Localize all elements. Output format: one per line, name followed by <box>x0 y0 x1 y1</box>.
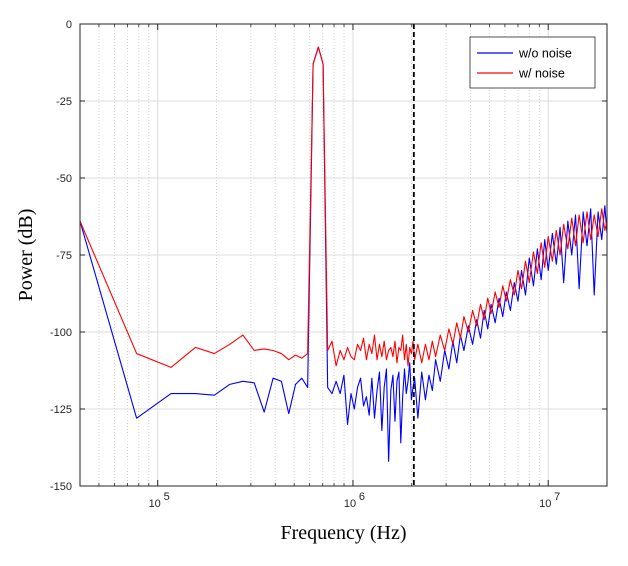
y-axis-label: Power (dB) <box>15 209 37 302</box>
series-line-w-o-noise <box>79 46 608 462</box>
x-tick-label: 10 <box>149 498 161 510</box>
legend-label-w-o-noise: w/o noise <box>518 47 572 61</box>
y-tick-label: -100 <box>50 327 72 339</box>
y-tick-label: -50 <box>56 173 72 185</box>
series-line-w-noise <box>79 46 608 368</box>
y-tick-label: -125 <box>50 404 72 416</box>
y-tick-label: -25 <box>56 96 72 108</box>
x-tick-label: 10 <box>539 498 551 510</box>
x-tick-label: 10 <box>344 498 356 510</box>
y-tick-label: -75 <box>56 250 72 262</box>
x-tick-label-exponent: 7 <box>554 491 560 503</box>
series-group <box>79 46 608 462</box>
legend-label-w-noise: w/ noise <box>518 67 565 81</box>
y-tick-label: 0 <box>66 19 72 31</box>
legend-box <box>469 36 596 89</box>
x-tick-label-exponent: 6 <box>359 491 365 503</box>
legend: w/o noise w/ noise <box>469 36 596 89</box>
ticks-group <box>79 23 608 487</box>
grid-lines <box>79 23 608 487</box>
y-tick-label: -150 <box>50 481 72 493</box>
x-tick-label-exponent: 5 <box>164 491 170 503</box>
x-axis-label: Frequency (Hz) <box>280 522 406 544</box>
